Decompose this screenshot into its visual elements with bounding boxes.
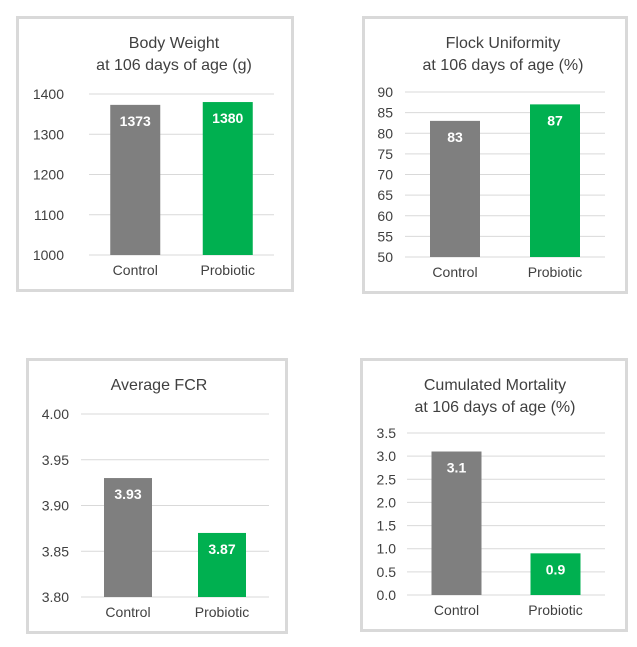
chart-title: Body Weight — [128, 35, 220, 52]
y-tick-label: 4.00 — [42, 406, 69, 422]
body-weight-chart: 1000 1100 1200 1300 1400 1373 Control 1380 Probi… — [33, 86, 274, 278]
data-label: 87 — [547, 112, 563, 128]
y-tick-label: 80 — [377, 125, 393, 141]
y-tick-label: 3.0 — [377, 448, 397, 464]
data-label: 3.1 — [447, 460, 467, 476]
x-category-label: Control — [113, 262, 158, 278]
bar-probiotic — [530, 553, 581, 595]
chart-subtitle: at 106 days of age (%) — [422, 57, 584, 74]
chart-title: Cumulated Mortality — [423, 377, 567, 394]
y-tick-label: 2.0 — [377, 494, 397, 510]
chart-panel-cumulated-mortality: Cumulated Mortality at 106 days of age (… — [360, 358, 628, 632]
chart-subtitle: at 106 days of age (%) — [414, 399, 576, 416]
chart-panel-flock-uniformity: Flock Uniformity at 106 days of age (%) … — [362, 16, 628, 294]
y-tick-label: 60 — [377, 208, 393, 224]
data-label: 1380 — [212, 110, 243, 126]
bar-probiotic — [530, 104, 580, 257]
y-tick-label: 55 — [377, 228, 393, 244]
y-tick-label: 1.5 — [377, 518, 397, 534]
bar-probiotic — [202, 102, 253, 255]
chart-title: Flock Uniformity — [445, 35, 561, 52]
y-tick-label: 1000 — [33, 247, 64, 263]
y-tick-label: 85 — [377, 105, 393, 121]
data-label: 1373 — [120, 113, 151, 129]
y-tick-label: 50 — [377, 249, 393, 265]
y-tick-label: 1300 — [33, 126, 64, 142]
bar-control — [104, 478, 152, 597]
flock-uniformity-chart: 50 55 60 65 70 75 80 85 90 83 Control 87 Probiotic — [377, 84, 605, 280]
y-tick-label: 1200 — [33, 167, 64, 183]
x-category-label: Control — [434, 602, 479, 618]
y-tick-label: 90 — [377, 84, 393, 100]
y-tick-label: 0.5 — [377, 564, 397, 580]
x-category-label: Probiotic — [195, 604, 249, 620]
data-label: 3.93 — [114, 486, 141, 502]
bar-control — [430, 120, 480, 257]
y-tick-label: 3.90 — [42, 498, 69, 514]
chart-panel-body-weight: Body Weight at 106 days of age (g) 1000 1… — [16, 16, 294, 292]
y-tick-label: 1100 — [34, 207, 64, 223]
y-tick-label: 0.0 — [377, 587, 397, 603]
average-fcr-chart: 3.80 3.85 3.90 3.95 4.00 3.93 Control 3.87 Probi… — [42, 406, 269, 620]
y-tick-label: 70 — [377, 167, 393, 183]
y-tick-label: 3.85 — [42, 543, 69, 559]
data-label: 0.9 — [546, 561, 566, 577]
y-tick-label: 2.5 — [377, 471, 397, 487]
bar-control — [431, 451, 482, 595]
y-tick-label: 65 — [377, 187, 393, 203]
y-tick-label: 75 — [377, 146, 393, 162]
x-category-label: Probiotic — [201, 262, 255, 278]
cumulated-mortality-chart: 0.0 0.5 1.0 1.5 2.0 2.5 3.0 3.5 3.1 Control 0.9 Pro… — [377, 425, 605, 618]
x-category-label: Probiotic — [528, 264, 582, 280]
y-tick-label: 3.5 — [377, 425, 397, 441]
data-label: 3.87 — [208, 541, 235, 557]
y-tick-label: 3.95 — [42, 452, 69, 468]
y-tick-label: 3.80 — [42, 589, 69, 605]
data-label: 83 — [447, 129, 463, 145]
y-tick-label: 1400 — [33, 86, 64, 102]
chart-title: Average FCR — [110, 377, 208, 394]
chart-subtitle: at 106 days of age (g) — [96, 57, 252, 74]
x-category-label: Control — [432, 264, 477, 280]
chart-panel-average-fcr: Average FCR 3.80 3.85 3.90 3.95 4.00 3.93 Cont… — [26, 358, 288, 634]
bar-control — [110, 104, 161, 256]
x-category-label: Control — [105, 604, 150, 620]
y-tick-label: 1.0 — [377, 541, 397, 557]
x-category-label: Probiotic — [528, 602, 582, 618]
bar-probiotic — [198, 532, 246, 597]
